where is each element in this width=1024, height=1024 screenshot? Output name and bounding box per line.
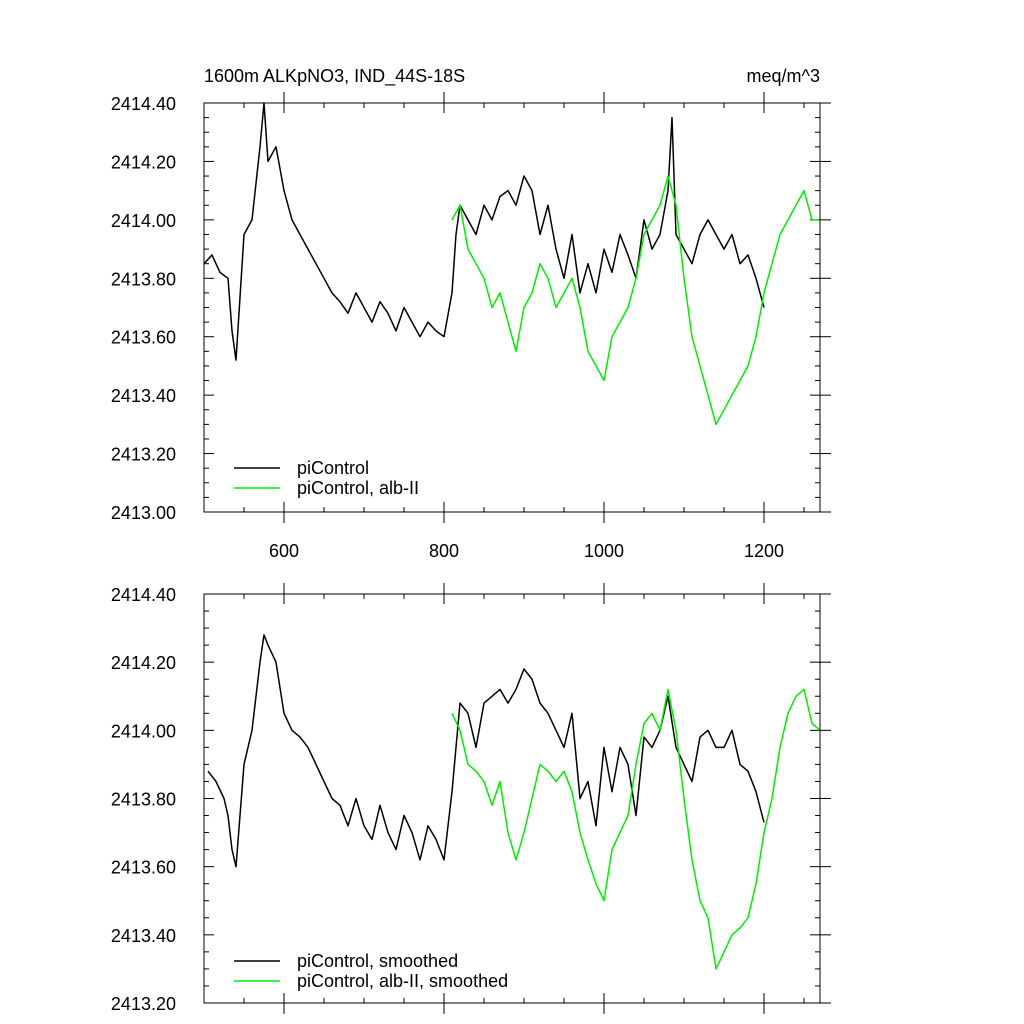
y-tick-label: 2413.80	[111, 790, 176, 810]
x-tick-label: 600	[269, 541, 299, 561]
y-tick-label: 2413.00	[111, 503, 176, 523]
legend-label: piControl	[297, 458, 369, 478]
y-tick-label: 2414.40	[111, 585, 176, 605]
x-tick-label: 1000	[584, 541, 624, 561]
legend-label: piControl, alb-II, smoothed	[297, 971, 508, 991]
top-panel: 1600m ALKpNO3, IND_44S-18S meq/m^3 600 80…	[111, 66, 831, 561]
bottom-panel: 2413.20 2413.40 2413.60 2413.80 2414.00 2414.…	[111, 583, 831, 1014]
plot-frame-top	[203, 102, 821, 513]
x-tick-label: 1200	[744, 541, 784, 561]
chart-title: 1600m ALKpNO3, IND_44S-18S	[204, 66, 465, 87]
legend-label: piControl, alb-II	[297, 478, 419, 498]
series-line-picontrol	[203, 102, 765, 361]
y-tick-label: 2413.60	[111, 328, 176, 348]
legend-label: piControl, smoothed	[297, 951, 458, 971]
series-line-picontrol	[207, 634, 765, 868]
y-tick-label: 2413.80	[111, 269, 176, 289]
y-tick-label: 2413.60	[111, 858, 176, 878]
y-tick-label: 2414.00	[111, 721, 176, 741]
y-tick-label: 2414.40	[111, 94, 176, 114]
plot-frame-bottom	[203, 593, 821, 1004]
series-line-alb-ii	[451, 688, 821, 970]
series-line-alb-ii	[451, 175, 820, 426]
y-tick-label: 2414.20	[111, 152, 176, 172]
y-tick-label: 2413.40	[111, 386, 176, 406]
y-tick-label: 2414.20	[111, 653, 176, 673]
y-tick-label: 2413.20	[111, 445, 176, 465]
y-tick-label: 2413.20	[111, 994, 176, 1014]
y-tick-label: 2414.00	[111, 211, 176, 231]
x-tick-label: 800	[429, 541, 459, 561]
units-label: meq/m^3	[747, 66, 820, 86]
y-tick-label: 2413.40	[111, 926, 176, 946]
